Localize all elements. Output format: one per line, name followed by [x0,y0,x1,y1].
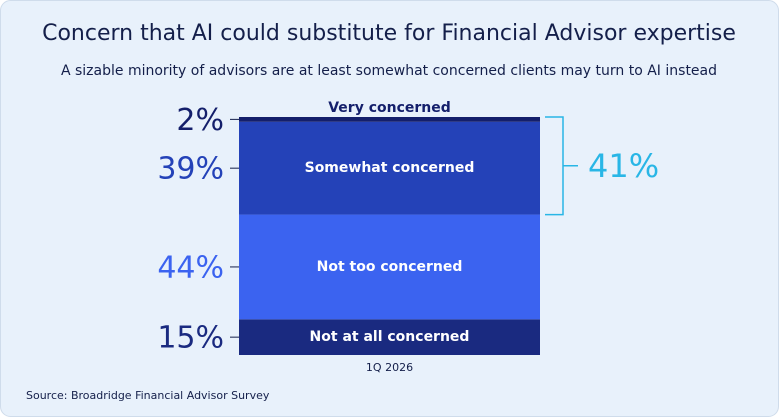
segment-label: Not too concerned [317,259,463,275]
chart-title: Concern that AI could substitute for Fin… [42,21,736,46]
segment-label: Not at all concerned [310,329,470,345]
segment-label: Somewhat concerned [305,160,475,176]
value-label: 2% [176,103,224,138]
value-label: 15% [157,321,224,356]
bar-segment [239,117,540,122]
chart-subtitle: A sizable minority of advisors are at le… [61,63,717,79]
segment-label: Very concerned [328,100,451,116]
value-label: 44% [157,250,224,285]
bar-segment [239,214,540,320]
bar-segment [239,121,540,215]
bar-segment [239,319,540,355]
x-tick-label: 1Q 2026 [366,361,413,374]
bracket-label: 41% [588,147,659,185]
value-label: 39% [157,152,224,187]
source-note: Source: Broadridge Financial Advisor Sur… [26,389,270,402]
bracket [545,116,578,216]
